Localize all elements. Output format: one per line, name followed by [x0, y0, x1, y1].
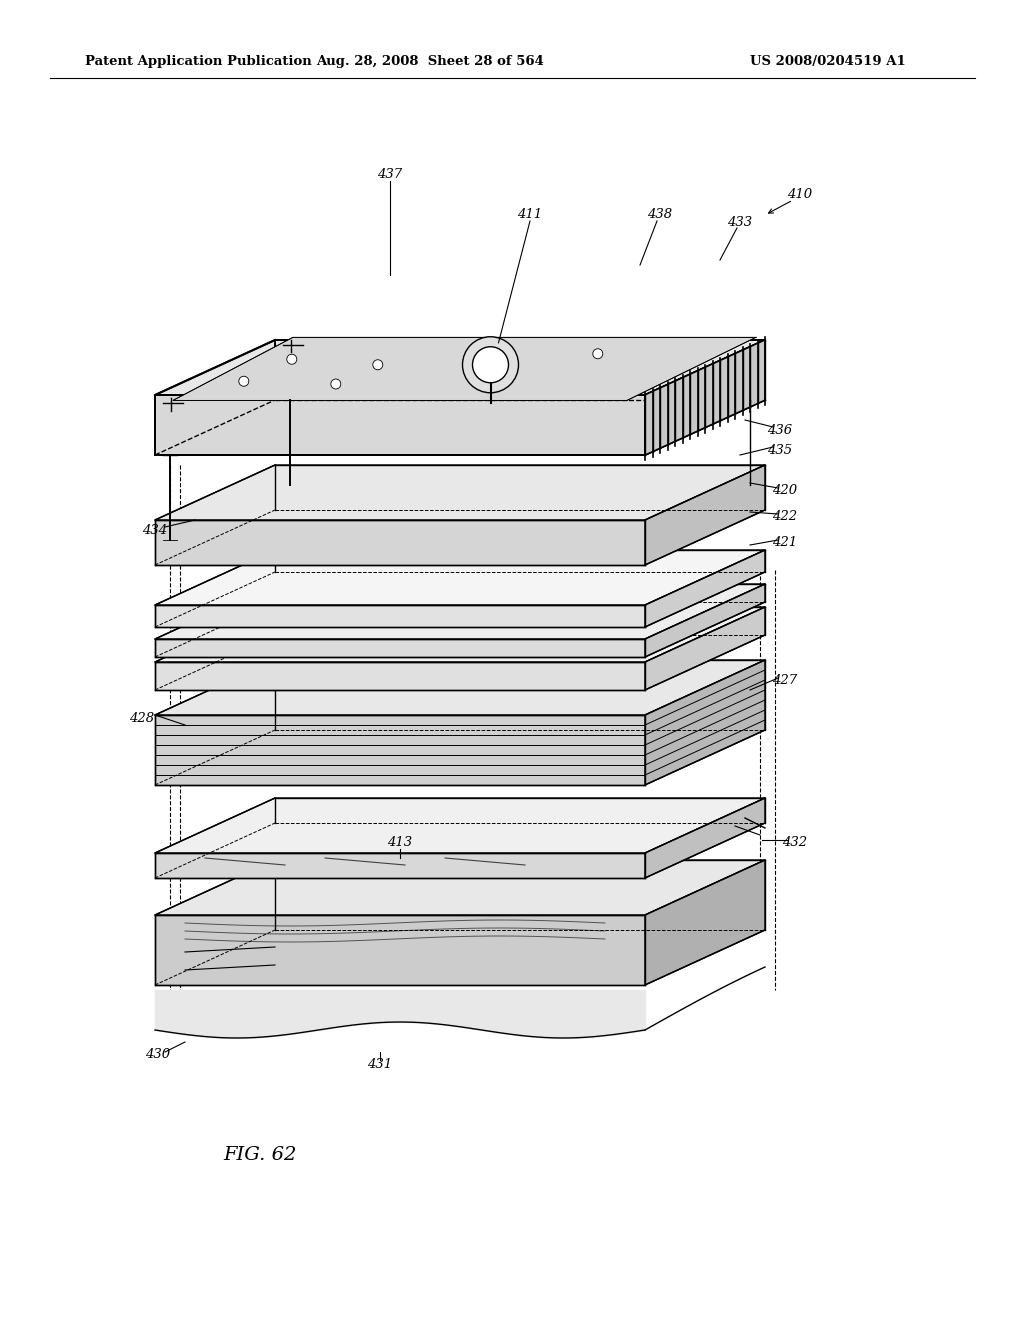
- Polygon shape: [155, 799, 765, 853]
- Text: 422: 422: [772, 510, 798, 523]
- Text: Aug. 28, 2008  Sheet 28 of 564: Aug. 28, 2008 Sheet 28 of 564: [316, 55, 544, 69]
- Polygon shape: [645, 660, 765, 785]
- Circle shape: [472, 347, 509, 383]
- Text: 433: 433: [727, 215, 753, 228]
- Circle shape: [373, 360, 383, 370]
- Text: 428: 428: [129, 711, 155, 725]
- Polygon shape: [645, 799, 765, 878]
- Text: 427: 427: [772, 673, 798, 686]
- Circle shape: [593, 348, 603, 359]
- Polygon shape: [155, 715, 645, 785]
- Polygon shape: [155, 605, 645, 627]
- Text: 430: 430: [145, 1048, 171, 1061]
- Text: 411: 411: [517, 209, 543, 222]
- Text: 437: 437: [378, 169, 402, 181]
- Polygon shape: [645, 583, 765, 657]
- Polygon shape: [645, 341, 765, 455]
- Polygon shape: [645, 550, 765, 627]
- Text: 420: 420: [772, 483, 798, 496]
- Polygon shape: [645, 861, 765, 985]
- Text: 421: 421: [772, 536, 798, 549]
- Polygon shape: [645, 341, 765, 455]
- Polygon shape: [155, 915, 645, 985]
- Polygon shape: [155, 465, 765, 520]
- Polygon shape: [155, 861, 765, 915]
- Polygon shape: [155, 663, 645, 690]
- Polygon shape: [645, 465, 765, 565]
- Circle shape: [287, 354, 297, 364]
- Polygon shape: [155, 395, 645, 455]
- Text: US 2008/0204519 A1: US 2008/0204519 A1: [750, 55, 906, 69]
- Circle shape: [463, 337, 518, 393]
- Text: 434: 434: [142, 524, 168, 536]
- Circle shape: [331, 379, 341, 389]
- Polygon shape: [155, 660, 765, 715]
- Polygon shape: [645, 607, 765, 690]
- Text: FIG. 62: FIG. 62: [223, 1146, 297, 1164]
- Polygon shape: [155, 607, 765, 663]
- Text: Patent Application Publication: Patent Application Publication: [85, 55, 311, 69]
- Circle shape: [239, 376, 249, 387]
- Text: 432: 432: [782, 837, 808, 850]
- Polygon shape: [155, 853, 645, 878]
- Text: 410: 410: [787, 189, 813, 202]
- Text: 436: 436: [767, 424, 793, 437]
- Text: 431: 431: [368, 1059, 392, 1072]
- Polygon shape: [155, 583, 765, 639]
- Polygon shape: [155, 550, 765, 605]
- Polygon shape: [173, 338, 756, 400]
- Text: 438: 438: [647, 209, 673, 222]
- Polygon shape: [155, 639, 645, 657]
- Text: 435: 435: [767, 444, 793, 457]
- Polygon shape: [155, 341, 765, 395]
- Text: 413: 413: [387, 837, 413, 850]
- Polygon shape: [155, 520, 645, 565]
